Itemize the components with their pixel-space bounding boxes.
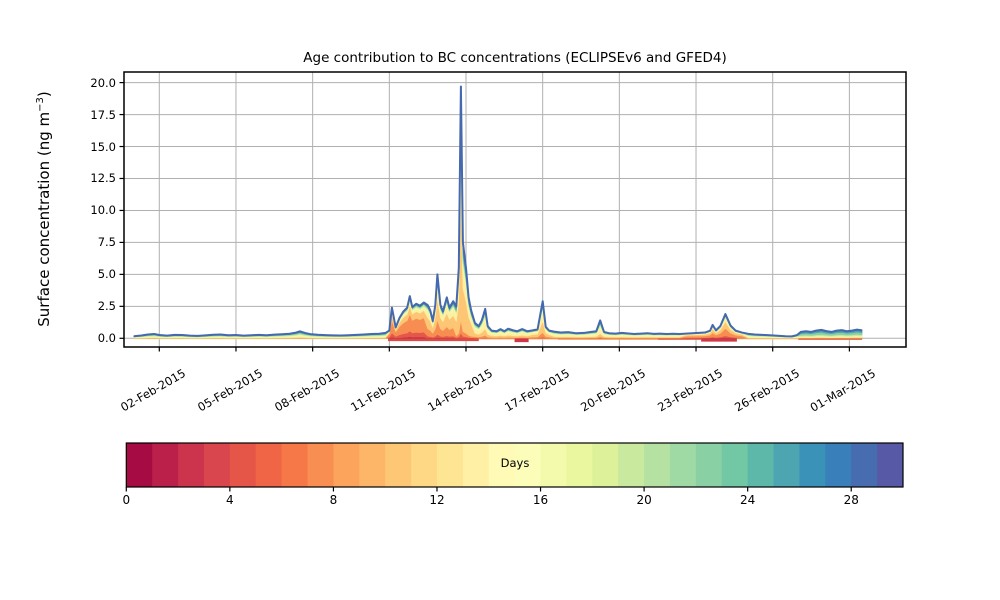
y-tick-label: 5.0: [97, 267, 116, 282]
chart-title: Age contribution to BC concentrations (E…: [303, 50, 727, 66]
colorbar-tick-label: 20: [636, 493, 652, 507]
colorbar-tick-label: 0: [122, 493, 131, 507]
y-axis-label: Surface concentration (ng m−3): [35, 91, 53, 326]
negative-age-band: [133, 338, 389, 340]
y-tick-label: 2.5: [97, 299, 116, 314]
colorbar-tick-label: 4: [226, 493, 234, 507]
y-axis-label-text: Surface concentration (ng m: [35, 111, 53, 327]
colorbar-segment: [644, 443, 671, 487]
colorbar-segment: [307, 443, 334, 487]
colorbar-segment: [203, 443, 231, 487]
y-tick-label: 12.5: [90, 171, 116, 186]
colorbar-segment: [359, 443, 386, 487]
tick-marks: [119, 81, 850, 352]
age-band-24-27-days: [133, 101, 863, 337]
colorbar-segment: [695, 443, 723, 487]
colorbar-label: Days: [500, 456, 530, 470]
y-tick-label: 10.0: [90, 203, 116, 218]
colorbar-segment: [592, 443, 619, 487]
plot-area: [133, 85, 863, 343]
negative-age-band: [657, 338, 702, 340]
negative-age-band: [798, 338, 863, 340]
age-band-21-24-days: [133, 119, 863, 338]
age-band-9-12-days: [133, 207, 863, 339]
colorbar-segment: [851, 443, 878, 487]
age-band-27-30-days: [133, 86, 863, 337]
colorbar-segment: [618, 443, 645, 487]
colorbar-segment: [721, 443, 749, 487]
colorbar-segment: [152, 443, 179, 487]
age-band-15-18-days: [133, 141, 863, 338]
colorbar-tick-label: 24: [740, 493, 756, 507]
colorbar-segment: [462, 443, 490, 487]
y-tick-label: 0.0: [97, 331, 116, 346]
total-concentration-line: [133, 85, 863, 338]
colorbar-segment: [877, 443, 904, 487]
colorbar: [125, 442, 904, 492]
colorbar-tick-label: 12: [429, 493, 445, 507]
y-axis-label-close: ): [35, 91, 53, 98]
colorbar-segment: [436, 443, 464, 487]
y-tick-label: 17.5: [90, 107, 116, 122]
colorbar-tick-label: 28: [843, 493, 859, 507]
colorbar-segment: [799, 443, 826, 487]
colorbar-segment: [540, 443, 567, 487]
grid-lines: [124, 72, 906, 347]
negative-age-band: [528, 338, 559, 340]
colorbar-segment: [333, 443, 360, 487]
negative-age-band: [701, 338, 737, 342]
colorbar-tick-label: 8: [329, 493, 338, 507]
negative-age-band: [736, 338, 799, 340]
y-tick-label: 7.5: [97, 235, 116, 250]
colorbar-segment: [385, 443, 412, 487]
colorbar-segment: [255, 443, 283, 487]
negative-age-band: [558, 338, 658, 340]
y-tick-label: 20.0: [90, 75, 116, 90]
colorbar-segment: [126, 443, 153, 487]
colorbar-segment: [411, 443, 438, 487]
colorbar-segment: [773, 443, 800, 487]
negative-age-band: [514, 338, 529, 343]
y-tick-label: 15.0: [90, 139, 116, 154]
age-band-12-15-days: [133, 156, 863, 339]
axes-frame: [123, 71, 907, 348]
negative-age-band: [478, 338, 515, 340]
colorbar-segment: [229, 443, 257, 487]
colorbar-segment: [281, 443, 309, 487]
colorbar-segment: [514, 443, 542, 487]
negative-age-band: [388, 338, 479, 342]
colorbar-segment: [178, 443, 205, 487]
colorbar-segment: [747, 443, 775, 487]
colorbar-tick-label: 16: [532, 493, 549, 507]
colorbar-frame: [125, 442, 904, 488]
colorbar-segment: [566, 443, 593, 487]
colorbar-segment: [488, 443, 516, 487]
y-axis-label-superscript: −3: [35, 97, 46, 112]
colorbar-segment: [825, 443, 852, 487]
colorbar-segment: [669, 443, 697, 487]
